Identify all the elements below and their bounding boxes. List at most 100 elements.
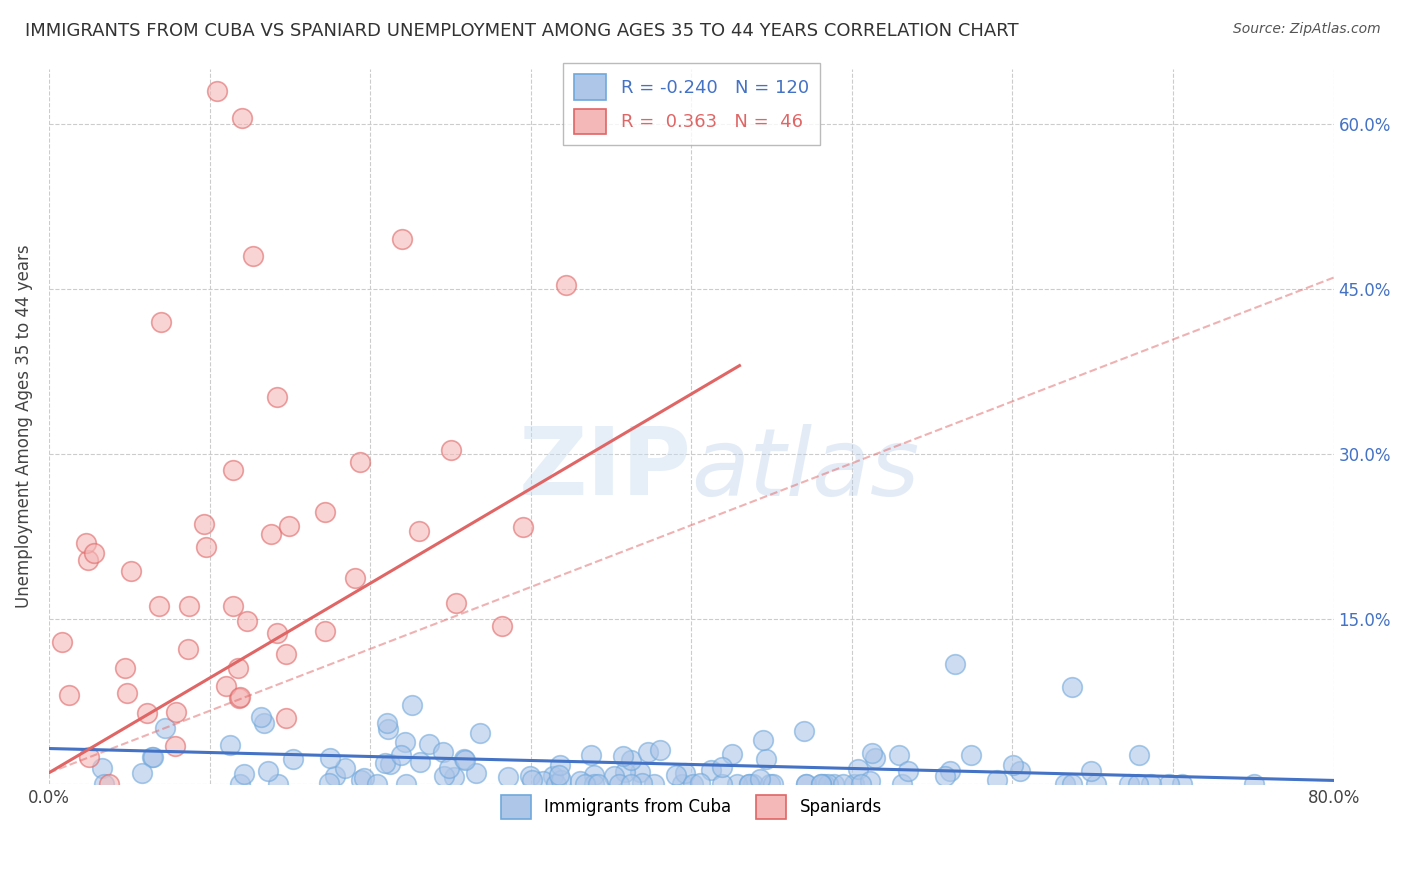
Point — [443, 770, 465, 784]
Point — [794, 777, 817, 791]
Point — [318, 776, 340, 790]
Point — [375, 715, 398, 730]
Point — [222, 463, 245, 477]
Point — [153, 722, 176, 736]
Point — [444, 596, 467, 610]
Legend: Immigrants from Cuba, Spaniards: Immigrants from Cuba, Spaniards — [494, 789, 889, 825]
Point — [281, 752, 304, 766]
Point — [343, 571, 366, 585]
Point — [433, 769, 456, 783]
Point — [844, 777, 866, 791]
Point — [759, 777, 782, 791]
Point — [93, 777, 115, 791]
Point — [755, 752, 778, 766]
Point — [266, 625, 288, 640]
Point — [222, 599, 245, 614]
Point — [689, 776, 711, 790]
Point — [939, 764, 962, 778]
Point — [1060, 680, 1083, 694]
Point — [1118, 777, 1140, 791]
Point — [378, 757, 401, 772]
Point — [465, 766, 488, 780]
Point — [389, 747, 412, 762]
Point — [453, 751, 475, 765]
Point — [408, 524, 430, 538]
Point — [115, 686, 138, 700]
Point — [323, 769, 346, 783]
Point — [631, 776, 654, 790]
Point — [79, 749, 101, 764]
Point — [863, 751, 886, 765]
Point — [1054, 777, 1077, 791]
Point — [98, 777, 121, 791]
Point — [550, 772, 572, 787]
Point — [1159, 777, 1181, 791]
Point — [720, 747, 742, 761]
Point — [512, 520, 534, 534]
Point — [219, 739, 242, 753]
Point — [648, 743, 671, 757]
Point — [228, 661, 250, 675]
Point — [418, 737, 440, 751]
Point — [831, 777, 853, 791]
Point — [75, 536, 97, 550]
Point — [1140, 777, 1163, 791]
Text: IMMIGRANTS FROM CUBA VS SPANIARD UNEMPLOYMENT AMONG AGES 35 TO 44 YEARS CORRELAT: IMMIGRANTS FROM CUBA VS SPANIARD UNEMPLO… — [25, 22, 1019, 40]
Point — [548, 768, 571, 782]
Point — [231, 111, 253, 125]
Point — [700, 764, 723, 778]
Point — [229, 777, 252, 791]
Point — [607, 777, 630, 791]
Point — [266, 390, 288, 404]
Point — [752, 732, 775, 747]
Point — [440, 443, 463, 458]
Point — [194, 541, 217, 555]
Point — [215, 679, 238, 693]
Point — [860, 747, 883, 761]
Point — [228, 690, 250, 705]
Point — [749, 772, 772, 786]
Point — [823, 777, 845, 791]
Point — [91, 761, 114, 775]
Point — [1128, 747, 1150, 762]
Point — [141, 750, 163, 764]
Point — [614, 764, 637, 779]
Point — [1084, 777, 1107, 791]
Point — [394, 735, 416, 749]
Point — [51, 635, 73, 649]
Point — [602, 769, 624, 783]
Point — [620, 777, 643, 791]
Point — [673, 766, 696, 780]
Point — [849, 777, 872, 791]
Point — [267, 777, 290, 791]
Point — [710, 760, 733, 774]
Point — [236, 614, 259, 628]
Point — [278, 518, 301, 533]
Point — [738, 777, 761, 791]
Point — [574, 777, 596, 791]
Point — [76, 553, 98, 567]
Point — [276, 647, 298, 661]
Y-axis label: Unemployment Among Ages 35 to 44 years: Unemployment Among Ages 35 to 44 years — [15, 244, 32, 608]
Point — [581, 747, 603, 762]
Point — [120, 564, 142, 578]
Point — [256, 764, 278, 778]
Point — [229, 690, 252, 705]
Point — [793, 724, 815, 739]
Point — [349, 773, 371, 788]
Point — [353, 772, 375, 786]
Point — [409, 755, 432, 769]
Point — [943, 657, 966, 672]
Point — [671, 777, 693, 791]
Point — [233, 767, 256, 781]
Point — [1080, 764, 1102, 779]
Point — [439, 761, 461, 775]
Point — [897, 764, 920, 779]
Point — [934, 769, 956, 783]
Point — [314, 505, 336, 519]
Point — [207, 83, 229, 97]
Point — [165, 739, 187, 753]
Point — [395, 777, 418, 791]
Point — [710, 777, 733, 791]
Point — [374, 756, 396, 771]
